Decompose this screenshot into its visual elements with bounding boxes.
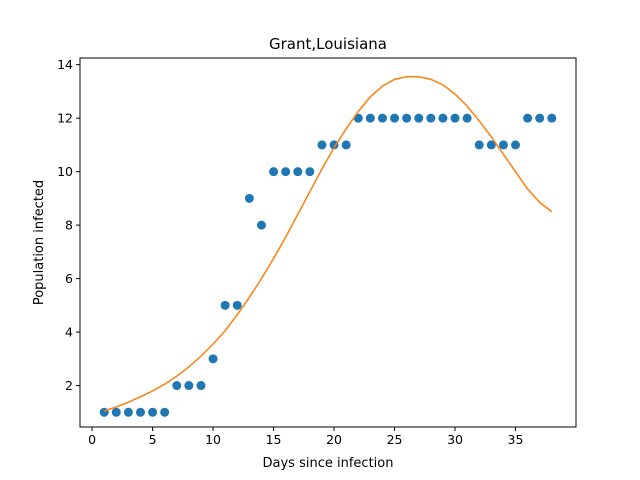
data-point <box>244 193 254 203</box>
y-tick-label: 2 <box>65 378 73 393</box>
x-tick-label: 15 <box>266 432 282 447</box>
fit-curve-line <box>103 75 553 412</box>
axes-frame <box>79 57 577 428</box>
data-point <box>184 381 194 391</box>
data-point <box>547 113 557 123</box>
y-tick-label: 10 <box>57 164 73 179</box>
chart-title: Grant,Louisiana <box>269 35 387 53</box>
y-tick-label: 14 <box>57 57 73 72</box>
x-tick-label: 20 <box>326 432 342 447</box>
data-point <box>511 140 521 150</box>
x-tick-label: 30 <box>447 432 463 447</box>
data-point <box>498 140 508 150</box>
data-point <box>390 113 400 123</box>
data-point <box>172 381 182 391</box>
data-point <box>365 113 375 123</box>
data-point <box>123 407 133 417</box>
plot-area <box>99 75 557 417</box>
data-point <box>474 140 484 150</box>
y-tick-label: 12 <box>57 111 73 126</box>
data-point <box>232 300 242 310</box>
data-point <box>377 113 387 123</box>
y-axis-label: Population infected <box>32 180 47 305</box>
data-point <box>256 220 266 230</box>
data-point <box>535 113 545 123</box>
data-point <box>462 113 472 123</box>
data-point <box>486 140 496 150</box>
data-point <box>414 113 424 123</box>
x-tick-label: 25 <box>387 432 403 447</box>
data-point <box>341 140 351 150</box>
data-point <box>305 167 315 177</box>
data-point <box>220 300 230 310</box>
data-point <box>208 354 218 364</box>
data-point <box>160 407 170 417</box>
x-axis-label: Days since infection <box>263 456 394 471</box>
data-point <box>329 140 339 150</box>
data-point <box>402 113 412 123</box>
data-point <box>450 113 460 123</box>
x-tick-label: 35 <box>508 432 524 447</box>
y-tick-label: 4 <box>65 325 73 340</box>
x-tick-label: 10 <box>205 432 221 447</box>
data-point <box>148 407 158 417</box>
data-point <box>438 113 448 123</box>
y-tick-label: 6 <box>65 271 73 286</box>
x-tick-label: 5 <box>149 432 157 447</box>
data-point <box>426 113 436 123</box>
data-point <box>111 407 121 417</box>
data-point <box>135 407 145 417</box>
data-point <box>317 140 327 150</box>
y-tick-label: 8 <box>65 218 73 233</box>
x-tick-label: 0 <box>88 432 96 447</box>
data-point <box>523 113 533 123</box>
data-point <box>196 381 206 391</box>
y-axis: 2 4 6 8 10 12 14 <box>57 57 80 393</box>
data-point <box>269 167 279 177</box>
data-point <box>281 167 291 177</box>
x-axis: 0 5 10 15 20 25 30 35 <box>88 427 523 447</box>
data-point <box>293 167 303 177</box>
